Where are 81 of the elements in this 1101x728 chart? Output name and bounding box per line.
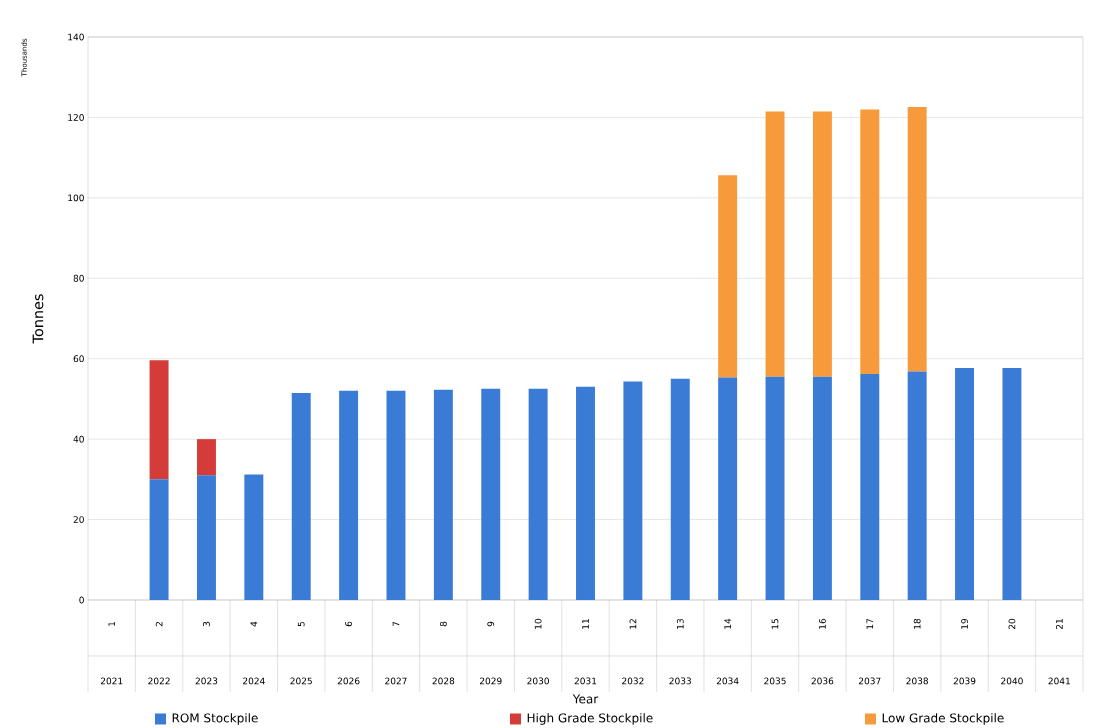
text: 6: [345, 621, 352, 627]
bar: [196, 439, 216, 476]
bar: [718, 377, 738, 600]
bar: [812, 111, 832, 377]
bar: [812, 376, 832, 600]
bar: [339, 390, 359, 600]
legend-label: ROM Stockpile: [172, 713, 258, 725]
x-tick-label: 2021: [100, 677, 123, 685]
text: 2: [155, 622, 163, 627]
text: 19: [961, 618, 968, 629]
text: 4: [250, 621, 258, 627]
bar: [244, 474, 264, 600]
text: 15: [771, 619, 779, 629]
text: 17: [866, 619, 874, 629]
x-tick-label: 2030: [527, 677, 549, 685]
y-tick-label: 40: [73, 435, 84, 443]
y-tick-label: 80: [73, 274, 84, 282]
x-tick-label: 2041: [1048, 677, 1070, 685]
bar: [1002, 367, 1022, 600]
x-tick-label: 2038: [906, 677, 928, 685]
text: 10: [534, 618, 542, 629]
bar: [528, 388, 548, 600]
y-tick-label: 20: [73, 516, 84, 523]
bar: [907, 371, 927, 600]
text: 8: [439, 621, 447, 627]
x-tick-label: 2039: [953, 677, 976, 685]
bar: [765, 376, 785, 600]
x-tick-label: 2028: [432, 677, 455, 685]
y-tick-label: 0: [79, 596, 84, 604]
bar: [860, 109, 880, 374]
text: 11: [582, 619, 589, 629]
x-tick-label: 2023: [195, 677, 218, 685]
x-tick-label: 2034: [716, 677, 739, 685]
text: 12: [629, 619, 637, 629]
text: 14: [724, 618, 731, 629]
x-tick-label: 2026: [337, 677, 360, 685]
bar: [386, 390, 406, 600]
text: 5: [297, 621, 305, 627]
x-tick-label: 2022: [148, 677, 170, 685]
text: 20: [1008, 618, 1016, 630]
x-tick-label: 2024: [243, 677, 265, 685]
bar: [765, 111, 785, 377]
text: 18: [913, 618, 921, 629]
x-axis-title: Year: [572, 694, 599, 704]
bar: [481, 388, 501, 600]
bar: [196, 475, 216, 600]
legend-label: Low Grade Stockpile: [882, 713, 1004, 725]
y-tick-label: 100: [68, 194, 84, 202]
bar: [860, 373, 880, 600]
x-tick-label: 2031: [574, 677, 597, 685]
y-axis-title: Tonnes: [32, 294, 44, 344]
x-tick-label: 2040: [1001, 677, 1023, 685]
legend-label: High Grade Stockpile: [527, 713, 653, 725]
x-tick-label: 2033: [669, 677, 691, 685]
text: 9: [487, 621, 495, 627]
bar: [149, 479, 169, 600]
y-tick-label: 60: [73, 355, 84, 363]
bar: [623, 381, 643, 600]
bar: [433, 389, 453, 600]
bar: [907, 106, 927, 372]
text: 1: [108, 621, 115, 626]
x-tick-label: 2025: [290, 677, 312, 685]
x-tick-label: 2037: [858, 677, 881, 685]
bar: [670, 378, 690, 600]
text: 16: [819, 618, 826, 629]
x-tick-label: 2029: [479, 677, 502, 685]
text: 21: [1055, 619, 1063, 630]
x-tick-label: 2027: [385, 677, 407, 685]
bar: [149, 360, 169, 480]
y-tick-label: 140: [68, 33, 84, 41]
text: 3: [203, 621, 210, 627]
x-tick-label: 2035: [764, 677, 786, 685]
y-tick-label: 120: [68, 114, 84, 121]
bar: [955, 367, 975, 600]
text: 7: [392, 621, 400, 627]
bar: [291, 392, 311, 600]
x-tick-label: 2036: [811, 677, 834, 685]
bar: [576, 386, 595, 600]
x-tick-label: 2032: [622, 677, 644, 685]
text: 13: [676, 618, 684, 629]
bar: [718, 175, 738, 378]
